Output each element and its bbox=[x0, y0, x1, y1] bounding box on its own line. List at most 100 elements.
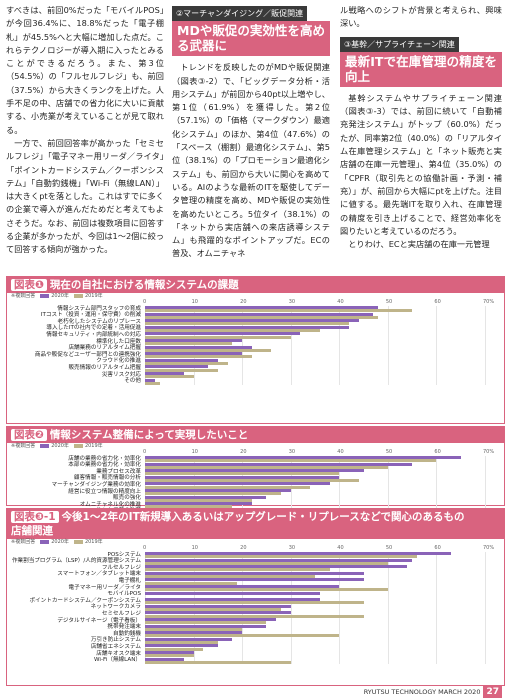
bar-2019 bbox=[145, 472, 340, 476]
bar-2020 bbox=[145, 319, 359, 323]
legend-note: ※複数回答 bbox=[11, 443, 36, 449]
article-column-1: すべきは、前回0%だった「モバイルPOS」が今回36.4%に、18.8%だった「… bbox=[6, 4, 164, 257]
chart-legend: ※複数回答 2020年 2019年 bbox=[7, 539, 504, 546]
axis-tick-label: 50 bbox=[385, 449, 393, 455]
chart-title: 図表❶ 現在の自社における情報システムの課題 bbox=[7, 277, 504, 293]
chart-legend: ※複数回答 2020年 2019年 bbox=[7, 443, 504, 450]
category-label: 店舗キオスク端末 bbox=[96, 650, 141, 657]
paragraph: とりわけ、ECと実店舗の在庫一元管理 bbox=[348, 239, 490, 250]
chart-title-text: 今後1〜2年のIT新規導入あるいはアップグレード・リプレースなどで関心のあるもの bbox=[61, 511, 465, 523]
category-label: 情報セキュリティ・内部統制への対応 bbox=[46, 331, 141, 338]
article-column-3: ル戦略へのシフトが背景と考えられ、興味深い。 ③基幹／サプライチェーン関連 最新… bbox=[340, 4, 502, 251]
axis-tick-label: 70% bbox=[483, 449, 495, 455]
legend-swatch bbox=[73, 539, 83, 544]
bar-2020 bbox=[145, 644, 218, 648]
legend-note: ※複数回答 bbox=[11, 539, 36, 545]
category-label: モバイルPOS bbox=[107, 591, 141, 598]
category-label: 電子マネー用リーダ／ライタ bbox=[68, 584, 142, 591]
axis-tick-label: 60 bbox=[434, 545, 441, 551]
paragraph: トレンドを反映したのがMDや販促関連（図表③-2）で、「ビッグデータ分析・活用シ… bbox=[172, 62, 330, 259]
bar-2020 bbox=[145, 469, 364, 473]
bar-2019 bbox=[145, 588, 388, 592]
axis-tick-label: 40 bbox=[337, 299, 344, 305]
gridline bbox=[290, 306, 292, 386]
axis-tick-label: 40 bbox=[337, 449, 344, 455]
paragraph: すべきは、前回0%だった「モバイルPOS」が今回36.4%に、18.8%だった「… bbox=[6, 5, 164, 135]
section-subheading: ②マーチャンダイジング／販促関連 bbox=[172, 6, 308, 22]
bar-2020 bbox=[145, 378, 155, 382]
chart-rows: 情報システム部門スタッフの育成 ITコスト（投資・運用・保守費）の削減 老朽化したシ… bbox=[11, 305, 491, 386]
bar-2019 bbox=[145, 375, 194, 379]
paragraph: ル戦略へのシフトが背景と考えられ、興味深い。 bbox=[340, 5, 502, 29]
legend-label: 2020年 bbox=[51, 293, 69, 299]
gridline bbox=[387, 552, 389, 665]
gridline bbox=[485, 552, 486, 665]
legend-swatch bbox=[40, 293, 50, 298]
category-label: フルセルフレジ bbox=[101, 564, 141, 571]
legend-swatch bbox=[73, 293, 83, 298]
category-label: オムニチャネル化の推進 bbox=[79, 501, 141, 508]
category-label: 作業割当プログラム（LSP）/人的資源管理システム bbox=[11, 558, 141, 565]
legend-label: 2020年 bbox=[51, 539, 69, 545]
chart-tag: 図表❷ bbox=[11, 429, 47, 441]
category-label: 自動釣銭機 bbox=[113, 630, 141, 637]
chart-panel-1: 図表❶ 現在の自社における情報システムの課題 ※複数回答 2020年 2019年 0 10 2… bbox=[6, 276, 505, 424]
bar-2020 bbox=[145, 352, 243, 356]
bar-2019 bbox=[145, 555, 417, 559]
bar-2020 bbox=[145, 578, 364, 582]
category-label: 顧客情報・販売情報の分析 bbox=[73, 475, 141, 482]
bar-2019 bbox=[145, 505, 233, 509]
chart-title-text: 現在の自社における情報システムの課題 bbox=[49, 279, 239, 291]
gridline bbox=[485, 456, 486, 516]
category-label: 災害リスク対応 bbox=[101, 371, 141, 378]
category-label: 店舗の業務の省力化・効率化 bbox=[68, 455, 141, 462]
bar-2020 bbox=[145, 618, 277, 621]
category-label: スマートフォン／タブレット端末 bbox=[57, 571, 141, 578]
axis-tick-label: 70% bbox=[483, 545, 495, 551]
category-label: 万引き防止システム bbox=[90, 637, 141, 644]
category-label: 販売の強化 bbox=[113, 495, 141, 502]
bar-2019 bbox=[145, 342, 233, 346]
bar-2020 bbox=[145, 651, 194, 654]
category-label: 業務プロセス改革 bbox=[96, 468, 141, 475]
category-label: デジタルサイネージ（電子看板） bbox=[57, 617, 141, 624]
chart-panel-3: 図表❸-1 今後1〜2年のIT新規導入あるいはアップグレード・リプレースなどで関心… bbox=[6, 508, 505, 686]
gridline bbox=[436, 456, 438, 516]
legend-swatch bbox=[40, 443, 50, 448]
bar-2020 bbox=[145, 558, 413, 562]
bar-2019 bbox=[145, 355, 252, 359]
axis-tick-label: 0 bbox=[143, 545, 147, 551]
gridline bbox=[485, 306, 486, 386]
category-label: 情報システム部門スタッフの育成 bbox=[57, 305, 141, 312]
category-label: 電子棚札 bbox=[118, 577, 141, 584]
gridline bbox=[387, 456, 389, 516]
category-label: クラウド化の推進 bbox=[96, 358, 141, 365]
axis-tick-label: 50 bbox=[385, 299, 393, 305]
magazine-name: RYUTSU TECHNOLOGY MARCH 2020 bbox=[363, 688, 481, 696]
bar-2020 bbox=[145, 312, 374, 316]
legend-swatch bbox=[73, 443, 83, 448]
bar-2020 bbox=[145, 339, 243, 342]
category-label: 販売情報のリアルタイム把握 bbox=[68, 364, 141, 371]
chart-tag: 図表❸-1 bbox=[11, 511, 59, 523]
bar-2020 bbox=[145, 365, 209, 369]
section-heading: MDや販促の実効性を高める武器に bbox=[172, 21, 330, 57]
bar-2019 bbox=[145, 581, 238, 585]
section-subheading: ③基幹／サプライチェーン関連 bbox=[340, 36, 459, 52]
bar-2020 bbox=[145, 631, 243, 635]
chart-title-text: 情報システム整備によって実現したいこと bbox=[49, 429, 249, 441]
legend-label: 2019年 bbox=[84, 443, 103, 449]
axis-tick-label: 20 bbox=[240, 545, 247, 551]
axis-tick-label: 10 bbox=[191, 449, 198, 455]
chart-panel-2: 図表❷ 情報システム整備によって実現したいこと ※複数回答 2020年 2019年 0 10… bbox=[6, 426, 505, 516]
bar-2019 bbox=[145, 607, 281, 611]
bar-2019 bbox=[145, 485, 311, 489]
paragraph: 一方で、前回回答率が高かった「セミセルフレジ」「電子マネー用リーダ／ライタ」「ポ… bbox=[6, 137, 164, 255]
bar-2019 bbox=[145, 315, 379, 319]
category-label: その他 bbox=[124, 378, 141, 385]
bar-2019 bbox=[145, 614, 364, 618]
bar-2020 bbox=[145, 332, 301, 336]
bar-2020 bbox=[145, 552, 451, 555]
bar-2019 bbox=[145, 640, 218, 644]
bar-2019 bbox=[145, 621, 267, 625]
